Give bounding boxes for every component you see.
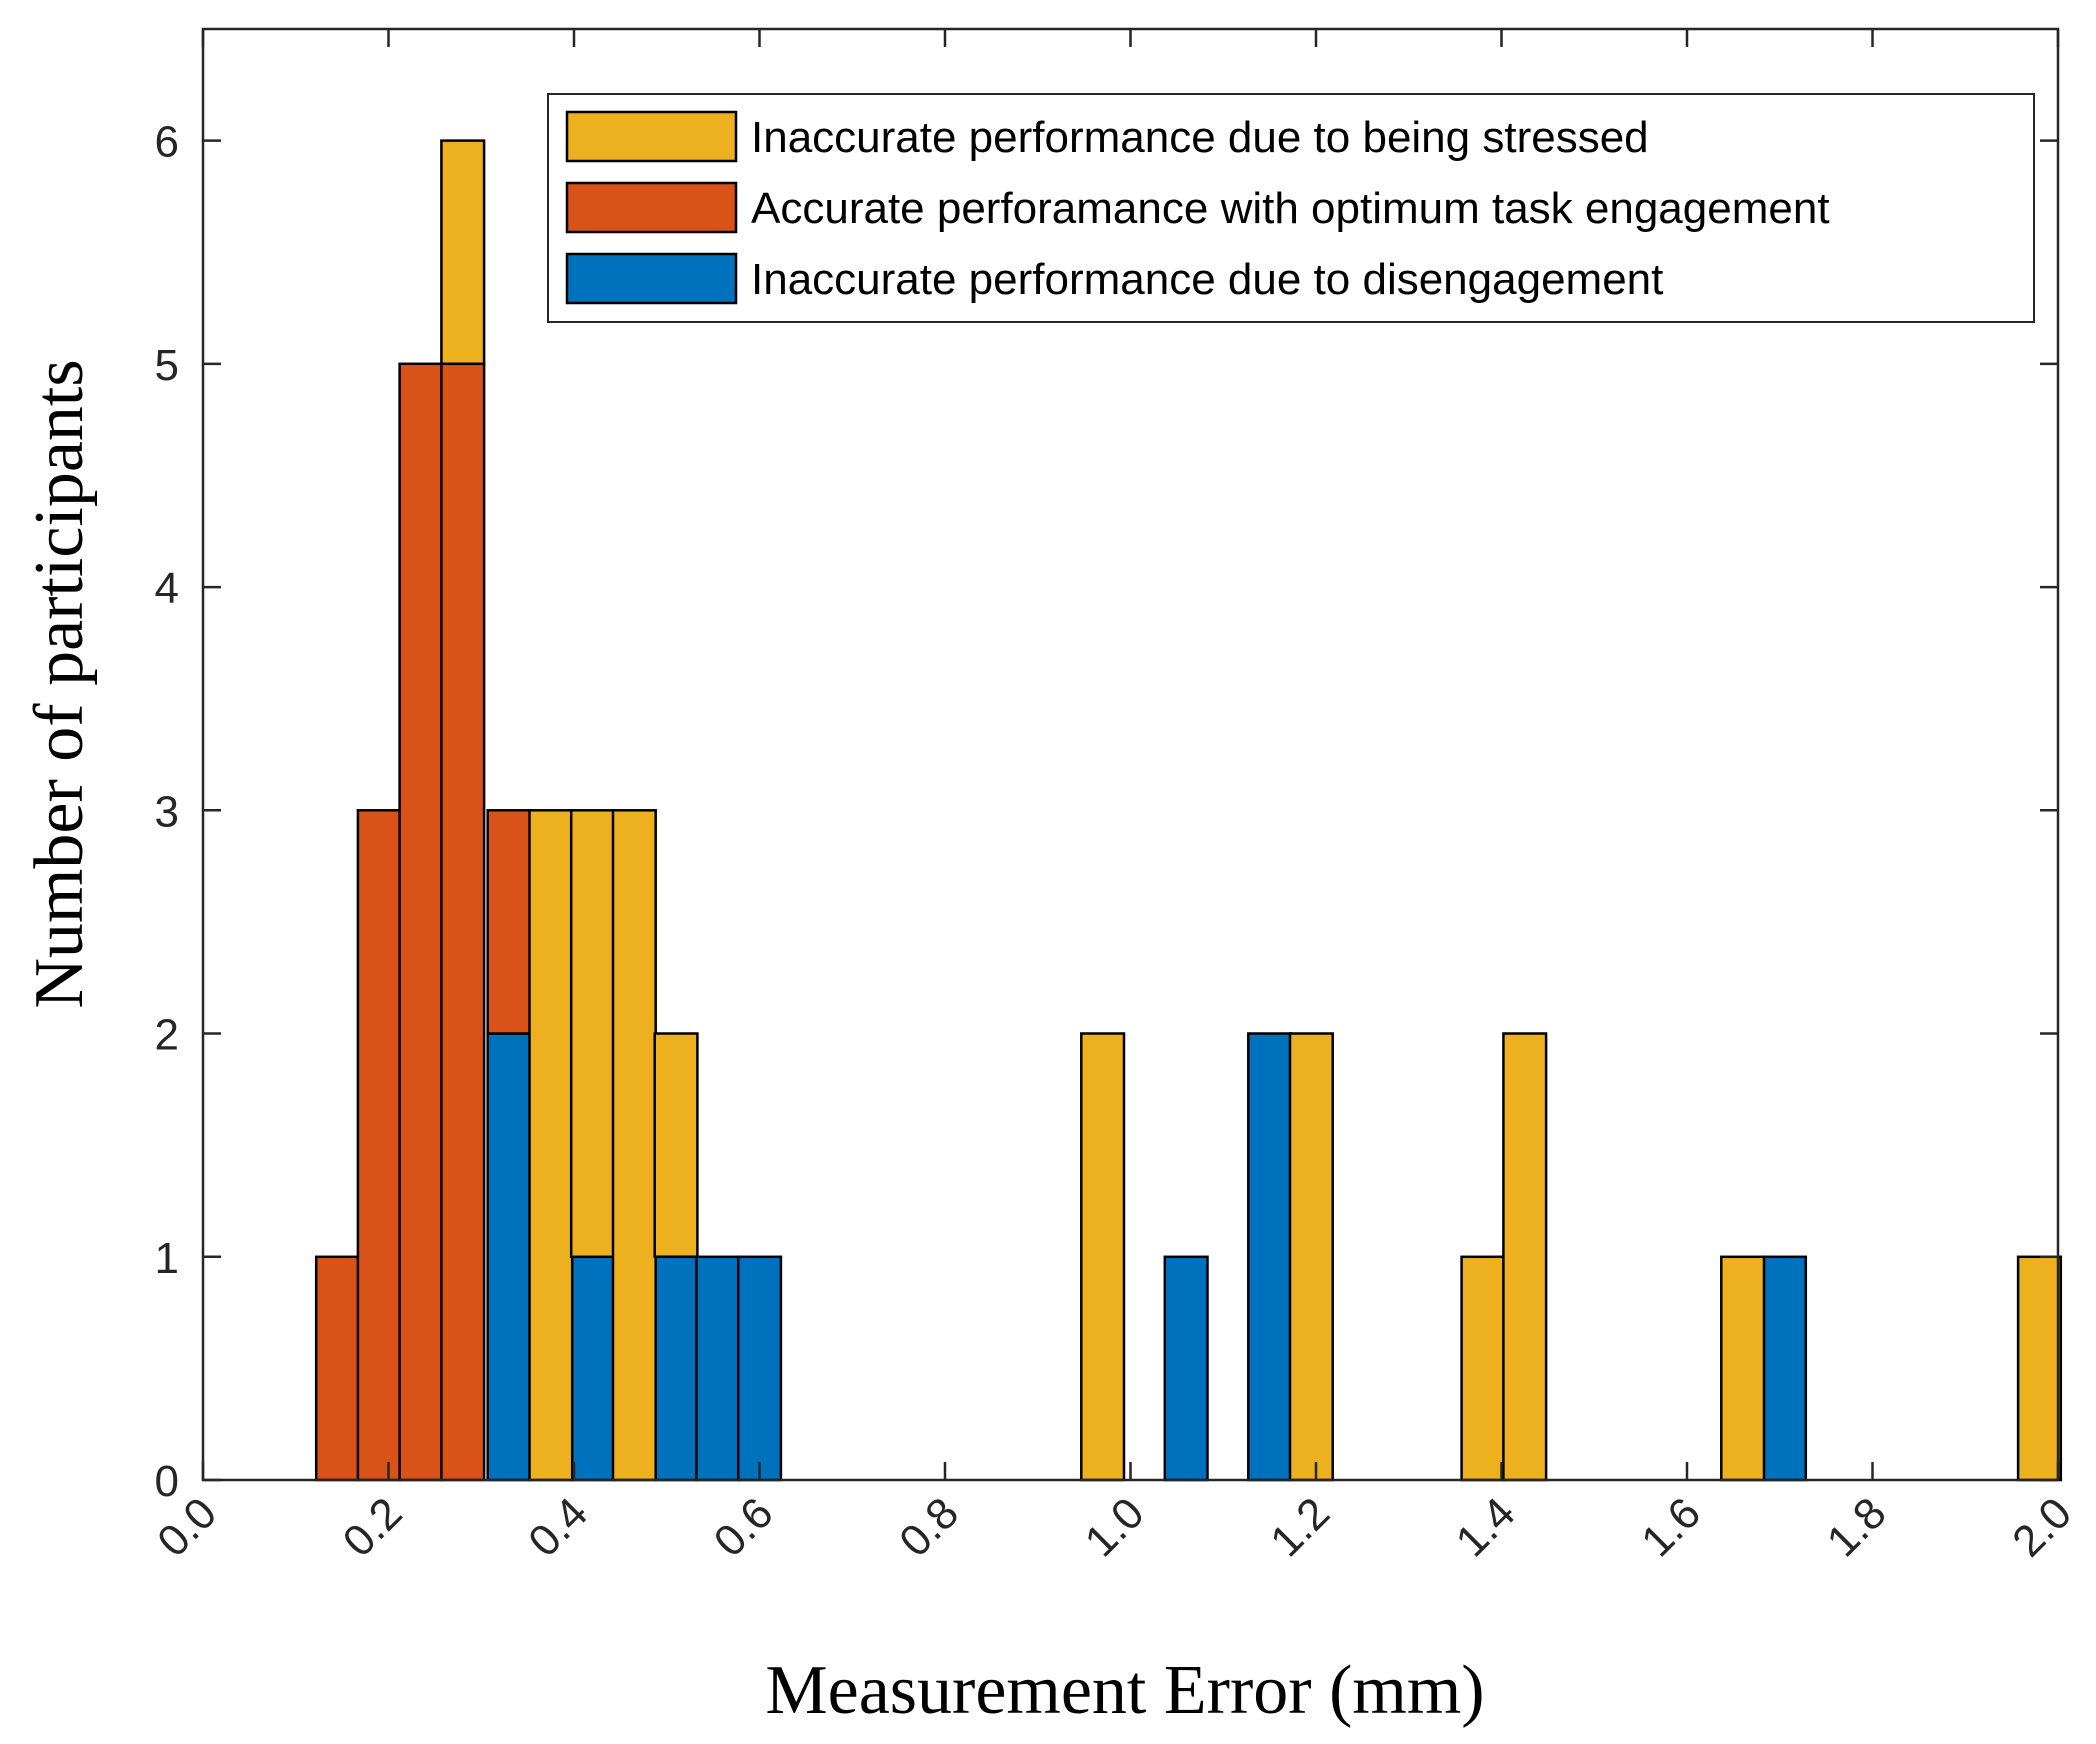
y-tick-label: 3 [155, 787, 179, 836]
bar-inaccurate-performance-due-to-being-stressed [1460, 1255, 1506, 1482]
legend-label-accurate-perforamance-with-optimum-task-engagement: Accurate perforamance with optimum task … [751, 184, 1830, 233]
x-tick-label: 1.4 [1447, 1488, 1525, 1566]
legend-box [547, 93, 2035, 323]
bar-inaccurate-performance-due-to-being-stressed [1288, 1032, 1334, 1482]
bar-accurate-perforamance-with-optimum-task-engagement [486, 809, 532, 1035]
y-tick-label: 2 [155, 1011, 179, 1060]
y-tick-label: 6 [155, 118, 179, 167]
x-axis-title: Measurement Error (mm) [765, 1652, 1484, 1729]
x-tick-label: 0.6 [705, 1488, 783, 1566]
x-tick-label: 0.8 [890, 1488, 968, 1566]
y-tick-label: 5 [155, 341, 179, 390]
bar-inaccurate-performance-due-to-disengagement [1247, 1032, 1293, 1482]
bar-accurate-perforamance-with-optimum-task-engagement [398, 362, 444, 1482]
bar-inaccurate-performance-due-to-being-stressed [653, 1032, 699, 1258]
x-tick-label: 1.2 [1261, 1488, 1339, 1566]
legend: Inaccurate performance due to being stre… [547, 93, 2035, 323]
bar-inaccurate-performance-due-to-disengagement [736, 1255, 783, 1482]
bar-inaccurate-performance-due-to-being-stressed [611, 809, 657, 1482]
x-tick-label: 0.4 [519, 1488, 597, 1566]
bar-inaccurate-performance-due-to-disengagement [569, 1255, 616, 1482]
x-tick-label: 0.2 [334, 1488, 412, 1566]
legend-label-inaccurate-performance-due-to-being-stressed: Inaccurate performance due to being stre… [751, 113, 1649, 162]
x-tick-label: 1.8 [1818, 1488, 1896, 1566]
bar-inaccurate-performance-due-to-disengagement [1761, 1255, 1808, 1482]
bar-inaccurate-performance-due-to-being-stressed [569, 809, 616, 1259]
bar-inaccurate-performance-due-to-disengagement [653, 1255, 699, 1482]
bar-inaccurate-performance-due-to-disengagement [695, 1255, 741, 1482]
y-tick-label: 1 [155, 1234, 179, 1283]
legend-swatch-inaccurate-performance-due-to-disengagement [565, 252, 738, 305]
bar-inaccurate-performance-due-to-being-stressed [528, 809, 574, 1482]
bar-inaccurate-performance-due-to-being-stressed [440, 139, 486, 366]
bar-accurate-perforamance-with-optimum-task-engagement [314, 1255, 361, 1482]
y-axis-title: Number of participants [21, 359, 98, 1008]
legend-label-inaccurate-performance-due-to-disengagement: Inaccurate performance due to disengagem… [751, 255, 1663, 304]
x-tick-label: 2.0 [2003, 1488, 2081, 1566]
bar-inaccurate-performance-due-to-disengagement [1163, 1255, 1209, 1482]
bar-inaccurate-performance-due-to-being-stressed [1080, 1032, 1126, 1482]
bar-inaccurate-performance-due-to-being-stressed [2016, 1255, 2063, 1482]
legend-swatch-inaccurate-performance-due-to-being-stressed [565, 110, 738, 163]
bar-inaccurate-performance-due-to-disengagement [486, 1032, 532, 1482]
legend-swatch-accurate-perforamance-with-optimum-task-engagement [565, 181, 738, 234]
bar-accurate-perforamance-with-optimum-task-engagement [356, 809, 402, 1482]
bar-accurate-perforamance-with-optimum-task-engagement [440, 362, 486, 1482]
x-tick-label: 1.6 [1632, 1488, 1710, 1566]
bar-inaccurate-performance-due-to-being-stressed [1720, 1255, 1766, 1482]
x-tick-label: 1.0 [1076, 1488, 1154, 1566]
bar-inaccurate-performance-due-to-being-stressed [1502, 1032, 1548, 1482]
y-tick-label: 0 [155, 1457, 179, 1506]
y-tick-label: 4 [155, 564, 179, 613]
